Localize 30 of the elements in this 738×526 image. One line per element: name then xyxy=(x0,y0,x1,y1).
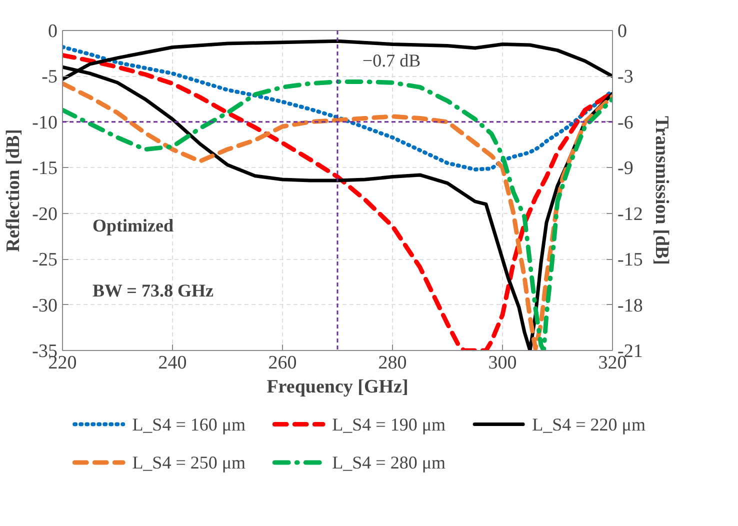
legend-label: L_S4 = 220 μm xyxy=(532,414,646,434)
y2-tick-label: -3 xyxy=(618,66,634,88)
y-tick-label: 0 xyxy=(48,21,58,42)
annotation: −0.7 dB xyxy=(362,50,421,70)
y2-tick-label: -18 xyxy=(618,295,643,316)
x-tick-label: 300 xyxy=(488,352,517,374)
y-tick-label: -30 xyxy=(32,295,58,316)
legend-label: L_S4 = 160 μm xyxy=(132,414,246,434)
y-axis-title: Reflection [dB] xyxy=(3,129,24,252)
y2-axis-title: Transmission [dB] xyxy=(650,116,672,266)
y2-tick-label: 0 xyxy=(618,21,627,42)
legend-label: L_S4 = 190 μm xyxy=(332,414,446,434)
y2-tick-label: -12 xyxy=(618,204,643,225)
line-series xyxy=(62,44,612,172)
annotation: BW = 73.8 GHz xyxy=(92,280,214,300)
y-tick-label: -25 xyxy=(32,250,58,271)
x-axis-title: Frequency [GHz] xyxy=(266,376,408,398)
legend-label: L_S4 = 250 μm xyxy=(132,452,246,473)
y-tick-label: -20 xyxy=(32,204,58,225)
y-tick-label: -10 xyxy=(32,112,58,134)
y2-tick-label: -9 xyxy=(618,158,634,180)
y2-tick-label: -6 xyxy=(618,112,634,134)
y-tick-label: -15 xyxy=(32,158,58,180)
annotation: Optimized xyxy=(92,216,174,236)
x-tick-label: 240 xyxy=(158,352,187,374)
legend-label: L_S4 = 280 μm xyxy=(332,452,446,473)
y-tick-label: -5 xyxy=(42,66,58,88)
x-tick-label: 280 xyxy=(378,352,407,374)
y2-tick-label: -15 xyxy=(618,250,643,271)
x-tick-label: 260 xyxy=(268,352,297,374)
